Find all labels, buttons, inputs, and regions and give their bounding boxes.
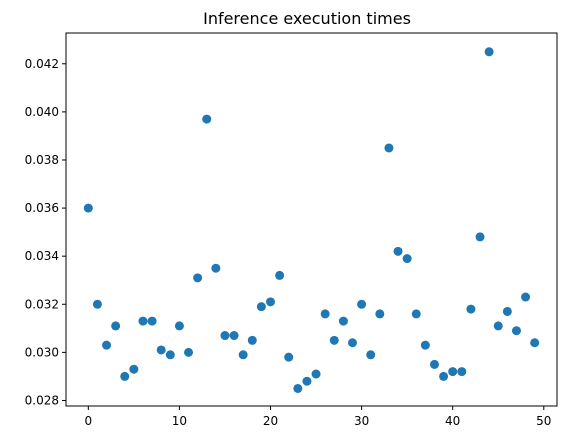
data-point — [284, 352, 294, 362]
x-tick-label: 0 — [84, 414, 92, 428]
data-point — [293, 383, 303, 393]
data-point — [266, 297, 276, 307]
y-tick-label: 0.028 — [25, 393, 59, 407]
data-point — [229, 331, 239, 341]
data-point — [357, 299, 367, 309]
data-point — [402, 254, 412, 264]
x-tick-label: 30 — [354, 414, 369, 428]
data-point — [420, 340, 430, 350]
y-tick-label: 0.034 — [25, 249, 59, 263]
data-point — [521, 292, 531, 302]
data-point — [83, 203, 93, 213]
data-point — [375, 309, 385, 319]
data-point — [439, 371, 449, 381]
data-point — [238, 350, 248, 360]
data-point — [193, 273, 203, 283]
data-point — [92, 299, 102, 309]
data-point — [202, 114, 212, 124]
data-point — [275, 270, 285, 280]
data-point — [311, 369, 321, 379]
data-point — [448, 367, 458, 377]
data-point — [530, 338, 540, 348]
data-point — [320, 309, 330, 319]
data-point — [493, 321, 503, 331]
data-point — [256, 302, 266, 312]
data-point — [511, 326, 521, 336]
data-point — [502, 306, 512, 316]
y-tick-label: 0.040 — [25, 105, 59, 119]
data-point — [211, 263, 221, 273]
data-point — [384, 143, 394, 153]
data-points — [83, 47, 540, 393]
data-point — [466, 304, 476, 314]
axis-ticks: 0 10 20 30 40 50 0.028 0.030 0.032 0.034 0.036 0.03… — [25, 57, 552, 428]
y-tick-label: 0.036 — [25, 201, 59, 215]
data-point — [457, 367, 467, 377]
data-point — [393, 246, 403, 256]
data-point — [156, 345, 166, 355]
data-point — [220, 331, 230, 341]
x-tick-label: 50 — [536, 414, 551, 428]
data-point — [411, 309, 421, 319]
y-tick-label: 0.038 — [25, 153, 59, 167]
data-point — [429, 359, 439, 369]
data-point — [120, 371, 130, 381]
data-point — [138, 316, 148, 326]
data-point — [165, 350, 175, 360]
data-point — [366, 350, 376, 360]
data-point — [147, 316, 157, 326]
data-point — [111, 321, 121, 331]
y-tick-label: 0.042 — [25, 57, 59, 71]
y-tick-label: 0.032 — [25, 297, 59, 311]
data-point — [338, 316, 348, 326]
data-point — [475, 232, 485, 242]
data-point — [102, 340, 112, 350]
y-tick-label: 0.030 — [25, 345, 59, 359]
plot-area-frame — [65, 32, 558, 407]
x-tick-label: 10 — [172, 414, 187, 428]
x-tick-label: 40 — [445, 414, 460, 428]
data-point — [329, 335, 339, 345]
data-point — [247, 335, 257, 345]
data-point — [302, 376, 312, 386]
data-point — [129, 364, 139, 374]
data-point — [174, 321, 184, 331]
chart-title: Inference execution times — [203, 9, 411, 28]
data-point — [484, 47, 494, 57]
data-point — [184, 347, 194, 357]
x-tick-label: 20 — [263, 414, 278, 428]
data-point — [347, 338, 357, 348]
